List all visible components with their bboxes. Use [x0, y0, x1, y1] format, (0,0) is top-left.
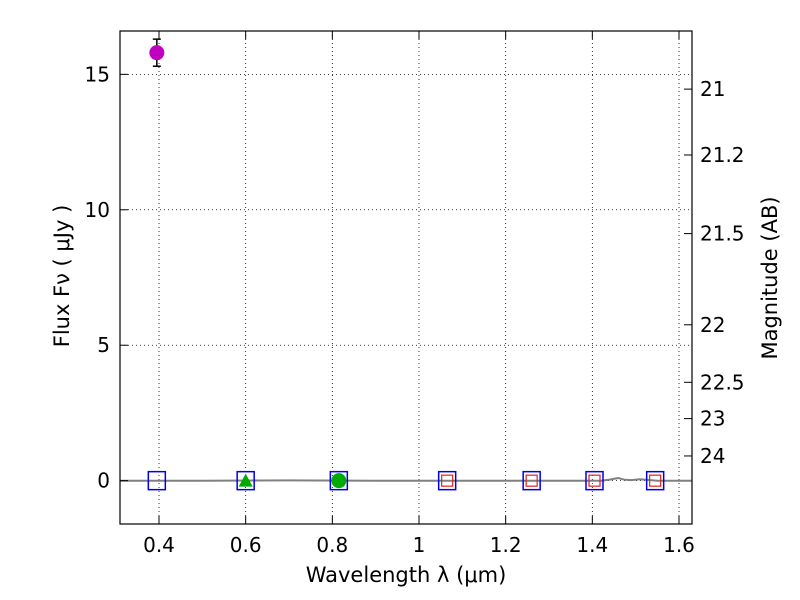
y2-axis-title: Magnitude (AB) — [758, 196, 782, 359]
y2-tick-label: 22.5 — [700, 370, 745, 394]
x-tick-label: 0.8 — [316, 533, 348, 557]
x-tick-label: 1 — [413, 533, 426, 557]
y-tick-label: 15 — [85, 62, 110, 86]
data-point-square-large — [147, 470, 167, 491]
data-point-square-small — [441, 474, 454, 487]
y2-tick-label: 23 — [700, 407, 725, 431]
data-point-circle — [331, 473, 347, 489]
y-axis-title: Flux Fν ( μJy ) — [50, 205, 74, 348]
model-line-group — [120, 476, 692, 482]
model-line — [120, 476, 692, 482]
y2-tick-label: 21.5 — [700, 222, 745, 246]
y-tick-label: 0 — [97, 469, 110, 493]
data-point-square-large — [329, 470, 349, 491]
data-point-square-large — [522, 470, 541, 491]
data-point-square-small — [525, 474, 538, 487]
data-point-triangle — [238, 473, 253, 487]
x-axis-title: Wavelength λ (μm) — [306, 563, 507, 587]
data-point-square-small — [588, 474, 601, 487]
data-point-square-large — [645, 470, 665, 491]
data-point-square-large — [236, 470, 255, 491]
x-tick-label: 1.6 — [663, 533, 695, 557]
data-point-square-large — [585, 470, 604, 491]
y2-tick-label: 21 — [700, 77, 725, 101]
y-tick-label: 5 — [97, 333, 110, 357]
ticks-group: 0.4 0.6 0.8 1 1.2 1.4 1.6 0 5 10 15 21 21.2 21.5 22 22.… — [85, 31, 745, 557]
y2-tick-label: 21.2 — [700, 143, 745, 167]
data-point-square-large — [437, 470, 457, 491]
y-tick-label: 10 — [85, 198, 110, 222]
x-tick-label: 0.4 — [143, 533, 175, 557]
data-point-circle — [149, 45, 165, 61]
y2-tick-label: 24 — [700, 444, 725, 468]
y2-tick-label: 22 — [700, 313, 725, 337]
x-tick-label: 1.2 — [490, 533, 522, 557]
data-point-square-small — [649, 474, 662, 487]
x-tick-label: 1.4 — [576, 533, 608, 557]
plot-frame — [119, 30, 693, 525]
markers-group — [147, 38, 665, 491]
x-tick-label: 0.6 — [230, 533, 262, 557]
